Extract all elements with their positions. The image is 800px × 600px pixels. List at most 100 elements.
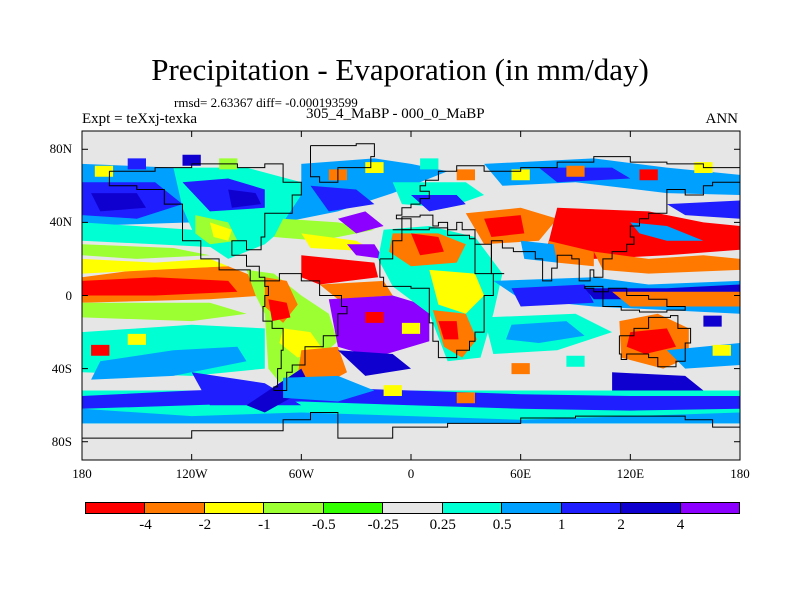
- coastline-outline: [82, 143, 741, 439]
- field-patch-2: [182, 154, 201, 166]
- colorbar-label: -2: [198, 517, 212, 533]
- colorbar-box: [501, 502, 562, 514]
- field-patch-7: [456, 169, 475, 181]
- colorbar-label: -4: [139, 517, 152, 533]
- field-saus-deep: [612, 372, 704, 391]
- plot-title: Precipitation - Evaporation (in mm/day): [151, 52, 649, 87]
- field-np-cyan: [82, 222, 229, 248]
- colorbar-label: 1: [557, 517, 566, 533]
- field-na-yellow: [209, 222, 232, 241]
- field-japan-blue: [630, 222, 704, 241]
- field-natl-purple-2: [337, 211, 384, 234]
- rmsd-diff-stats: rmsd= 2.63367 diff= -0.000193599: [174, 95, 358, 110]
- field-sp-blue: [91, 346, 247, 380]
- y-tick-label: 40N: [49, 214, 72, 230]
- colorbar-box: [203, 502, 265, 514]
- y-tick-label: 0: [65, 287, 73, 303]
- x-tick-label: 180: [730, 466, 750, 481]
- field-patch-17: [566, 355, 585, 367]
- field-patch-18: [703, 315, 722, 327]
- field-natl-purple: [347, 244, 384, 259]
- colorbar-box: [679, 502, 740, 514]
- field-mideast-red: [484, 215, 525, 237]
- field-eq-pacific-red: [82, 277, 238, 296]
- field-patch-13: [127, 333, 146, 345]
- field-eq-indian-deep: [511, 284, 594, 307]
- field-eq-atl-orange: [319, 280, 393, 300]
- field-satl-deep: [337, 350, 411, 376]
- field-patch-15: [401, 322, 421, 334]
- field-patch-1: [127, 158, 146, 170]
- field-na-deep: [228, 189, 262, 208]
- y-tick-label: 80N: [49, 141, 72, 157]
- field-southern-light: [82, 408, 740, 424]
- y-tick-label: 80S: [51, 433, 72, 449]
- field-patch-9: [566, 165, 585, 177]
- x-tick-label: 120E: [616, 466, 645, 481]
- field-patch-5: [365, 162, 384, 173]
- precip-evap-field: [82, 131, 740, 460]
- colorbar-box: [144, 502, 205, 514]
- colorbar-box: [382, 502, 443, 514]
- colorbar-box: [441, 502, 503, 514]
- field-patch-14: [365, 312, 384, 323]
- x-tick-label: 0: [407, 466, 415, 481]
- field-arabian-blue: [520, 240, 558, 263]
- y-tick-label: 40S: [51, 360, 72, 376]
- experiment-subtitle: 305_4_MaBP - 000_0_MaBP: [306, 106, 485, 122]
- coast-australia: [618, 315, 692, 368]
- field-satl-purple: [328, 295, 430, 358]
- colorbar-box: [322, 502, 384, 514]
- field-np-green: [82, 244, 210, 259]
- field-sahara-red: [411, 233, 444, 256]
- field-natl-green: [273, 218, 375, 241]
- field-npac-west: [666, 200, 740, 219]
- field-africa-yellow: [429, 269, 485, 314]
- experiment-label: Expt = teXxj-texka: [82, 111, 198, 127]
- field-wpac-orange: [593, 251, 740, 274]
- x-tick-label: 60W: [288, 466, 314, 481]
- colorbar-label: 0.25: [429, 517, 456, 533]
- field-patch-20: [383, 385, 402, 396]
- colorbar-label: 2: [617, 517, 625, 533]
- colorbar: [85, 502, 740, 514]
- field-eq-wpac-orange: [612, 291, 740, 307]
- x-tick-label: 180: [72, 466, 92, 481]
- field-india-orange: [548, 240, 594, 267]
- colorbar-label: -0.25: [367, 517, 399, 533]
- field-patch-12: [91, 344, 110, 356]
- field-np-deep: [91, 193, 146, 212]
- colorbar-label: -1: [258, 517, 271, 533]
- field-sa-south-blue: [283, 375, 375, 402]
- colorbar-label: 0.5: [492, 517, 512, 533]
- x-tick-label: 60E: [510, 466, 532, 481]
- coast-greenland: [310, 143, 375, 183]
- field-sindian-blue: [506, 321, 585, 343]
- colorbar-box: [263, 502, 324, 514]
- field-natl-blue: [283, 158, 448, 223]
- field-patch-21: [456, 392, 475, 404]
- field-sp-green: [82, 302, 247, 322]
- colorbar-box: [620, 502, 681, 514]
- coast-south-america: [262, 273, 348, 391]
- coast-eurasia: [392, 156, 741, 282]
- coast-indonesia: [584, 285, 686, 313]
- field-eq-atl-red: [301, 255, 379, 285]
- colorbar-box: [85, 502, 146, 514]
- field-australia-red: [626, 328, 676, 354]
- field-patch-0: [94, 165, 114, 177]
- colorbar-label: -0.5: [311, 517, 336, 533]
- field-patch-6: [420, 158, 439, 170]
- field-np-yellow: [82, 258, 229, 274]
- colorbar-box: [560, 502, 622, 514]
- season-label: ANN: [705, 111, 739, 127]
- field-patch-16: [511, 363, 530, 375]
- coast-antarctica: [82, 412, 741, 439]
- coast-africa: [379, 227, 505, 359]
- field-patch-8: [511, 169, 530, 181]
- x-tick-label: 120W: [175, 466, 208, 481]
- field-natl-deep: [310, 185, 375, 212]
- field-safrica-red: [438, 321, 459, 340]
- field-patch-10: [639, 169, 658, 181]
